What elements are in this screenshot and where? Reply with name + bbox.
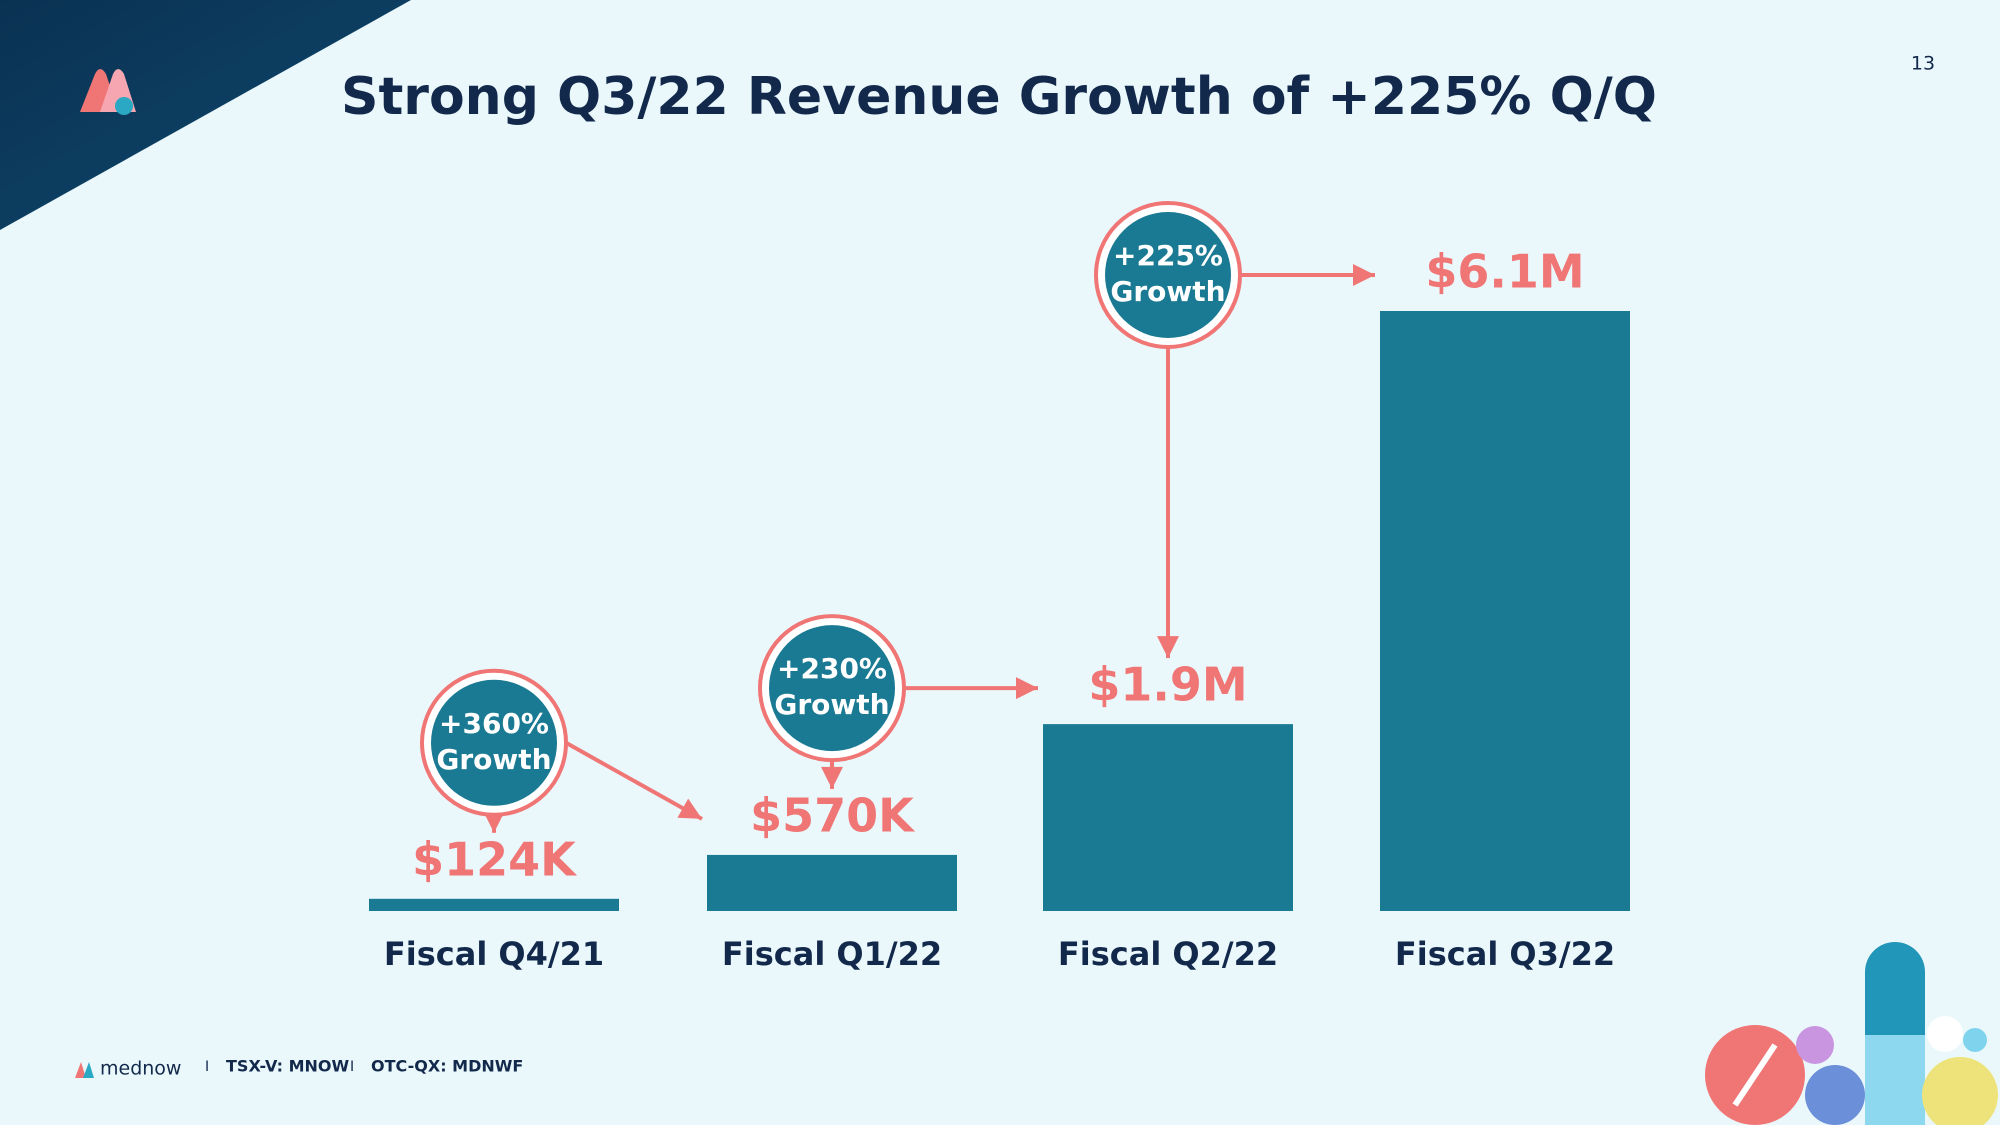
x-tick-label: Fiscal Q3/22 (1395, 935, 1615, 973)
bar (1380, 311, 1630, 911)
value-label: $570K (750, 788, 916, 842)
bar (369, 898, 619, 911)
value-label: $6.1M (1425, 245, 1584, 299)
arrow-head (1016, 677, 1038, 700)
footer-ticker: TSX-V: MNOW (226, 1057, 349, 1076)
growth-label: +225% (1113, 239, 1223, 272)
growth-label: +230% (777, 652, 887, 685)
footer: mednow I TSX-V: MNOW I OTC-QX: MDNWF (75, 1057, 523, 1080)
bar (1043, 724, 1293, 911)
bar (707, 854, 957, 911)
logo (80, 69, 136, 115)
arrow-head (821, 766, 843, 789)
x-tick-label: Fiscal Q4/21 (384, 935, 604, 973)
footer-ticker: OTC-QX: MDNWF (371, 1057, 523, 1076)
footer-separator: I (350, 1059, 354, 1075)
pills-decoration (1705, 942, 1998, 1125)
footer-brand: mednow (100, 1058, 181, 1080)
growth-label: +360% (439, 707, 549, 740)
value-label: $1.9M (1088, 658, 1247, 712)
footer-separator: I (205, 1059, 209, 1075)
page-number: 13 (1911, 53, 1935, 75)
arrow-head (1157, 636, 1179, 659)
growth-badge (769, 625, 895, 752)
growth-caption: Growth (774, 688, 889, 721)
corner-shape (0, 0, 411, 230)
arrow-head (677, 798, 702, 819)
growth-caption: Growth (436, 743, 551, 776)
x-tick-label: Fiscal Q2/22 (1058, 935, 1278, 973)
chart-title: Strong Q3/22 Revenue Growth of +225% Q/Q (341, 67, 1657, 127)
x-tick-label: Fiscal Q1/22 (722, 935, 942, 973)
growth-badge (1105, 212, 1231, 338)
arrow-line (565, 741, 703, 821)
growth-badge (431, 679, 557, 806)
value-label: $124K (412, 832, 578, 886)
arrow-head (1353, 264, 1375, 286)
growth-caption: Growth (1110, 275, 1225, 308)
